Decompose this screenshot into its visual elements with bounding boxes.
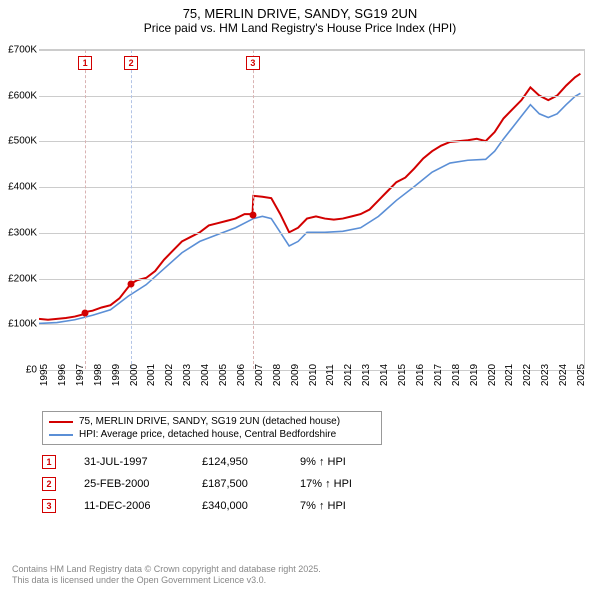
x-axis-label: 2013 — [361, 364, 372, 386]
x-axis-label: 2015 — [397, 364, 408, 386]
sale-price: £124,950 — [202, 456, 272, 468]
y-axis-label: £400K — [1, 182, 37, 193]
y-axis-label: £500K — [1, 136, 37, 147]
legend-swatch — [49, 421, 73, 423]
x-axis-label: 2023 — [540, 364, 551, 386]
lines-svg — [39, 50, 584, 369]
chart-marker-dot — [82, 309, 89, 316]
x-axis-label: 2007 — [254, 364, 265, 386]
sale-date: 25-FEB-2000 — [84, 478, 174, 490]
x-axis-label: 2025 — [576, 364, 587, 386]
sale-price: £187,500 — [202, 478, 272, 490]
x-axis-label: 2016 — [415, 364, 426, 386]
series-line-price_paid — [39, 74, 580, 320]
footer-line: Contains HM Land Registry data © Crown c… — [12, 564, 321, 575]
legend-row: HPI: Average price, detached house, Cent… — [49, 428, 375, 441]
x-axis-label: 2021 — [504, 364, 515, 386]
chart-marker-icon: 2 — [124, 56, 138, 70]
title-main: 75, MERLIN DRIVE, SANDY, SG19 2UN — [10, 6, 590, 21]
sale-marker-icon: 1 — [42, 455, 56, 469]
x-axis-label: 2010 — [308, 364, 319, 386]
x-axis-label: 2020 — [487, 364, 498, 386]
plot-area: £0£100K£200K£300K£400K£500K£600K£700K123 — [39, 49, 585, 369]
legend: 75, MERLIN DRIVE, SANDY, SG19 2UN (detac… — [42, 411, 382, 445]
sale-delta: 9% ↑ HPI — [300, 456, 380, 468]
x-axis-label: 2012 — [343, 364, 354, 386]
x-axis-label: 2009 — [290, 364, 301, 386]
chart-marker-icon: 1 — [78, 56, 92, 70]
x-axis-label: 1995 — [39, 364, 50, 386]
legend-label: 75, MERLIN DRIVE, SANDY, SG19 2UN (detac… — [79, 416, 340, 427]
x-axis-label: 2011 — [325, 364, 336, 386]
x-axis-label: 2000 — [129, 364, 140, 386]
sales-table: 1 31-JUL-1997 £124,950 9% ↑ HPI 2 25-FEB… — [42, 451, 588, 517]
x-axis-label: 1999 — [111, 364, 122, 386]
legend-label: HPI: Average price, detached house, Cent… — [79, 429, 336, 440]
x-axis-label: 2019 — [469, 364, 480, 386]
chart-marker-icon: 3 — [246, 56, 260, 70]
y-axis-label: £100K — [1, 319, 37, 330]
legend-row: 75, MERLIN DRIVE, SANDY, SG19 2UN (detac… — [49, 415, 375, 428]
sale-price: £340,000 — [202, 500, 272, 512]
x-axis-label: 1998 — [93, 364, 104, 386]
y-axis-label: £200K — [1, 273, 37, 284]
chart-marker-dot — [128, 281, 135, 288]
sale-row: 2 25-FEB-2000 £187,500 17% ↑ HPI — [42, 473, 588, 495]
footer: Contains HM Land Registry data © Crown c… — [12, 564, 321, 587]
sale-delta: 17% ↑ HPI — [300, 478, 380, 490]
x-axis-label: 2018 — [451, 364, 462, 386]
footer-line: This data is licensed under the Open Gov… — [12, 575, 321, 586]
x-axis-label: 1996 — [57, 364, 68, 386]
sale-marker-icon: 2 — [42, 477, 56, 491]
x-axis-label: 2001 — [146, 364, 157, 386]
chart-area: £0£100K£200K£300K£400K£500K£600K£700K123… — [5, 39, 595, 409]
sale-row: 3 11-DEC-2006 £340,000 7% ↑ HPI — [42, 495, 588, 517]
sale-row: 1 31-JUL-1997 £124,950 9% ↑ HPI — [42, 451, 588, 473]
sale-date: 31-JUL-1997 — [84, 456, 174, 468]
y-axis-label: £300K — [1, 227, 37, 238]
x-axis-label: 2002 — [164, 364, 175, 386]
x-axis-label: 2008 — [272, 364, 283, 386]
sale-delta: 7% ↑ HPI — [300, 500, 380, 512]
x-axis-label: 2004 — [200, 364, 211, 386]
chart-container: 75, MERLIN DRIVE, SANDY, SG19 2UN Price … — [0, 0, 600, 590]
sale-date: 11-DEC-2006 — [84, 500, 174, 512]
x-axis-label: 1997 — [75, 364, 86, 386]
x-axis-labels: 1995199619971998199920002001200220032004… — [39, 375, 585, 409]
x-axis-label: 2003 — [182, 364, 193, 386]
x-axis-label: 2024 — [558, 364, 569, 386]
legend-swatch — [49, 434, 73, 436]
y-axis-label: £0 — [1, 365, 37, 376]
x-axis-label: 2005 — [218, 364, 229, 386]
y-axis-label: £700K — [1, 45, 37, 56]
sale-marker-icon: 3 — [42, 499, 56, 513]
x-axis-label: 2014 — [379, 364, 390, 386]
title-sub: Price paid vs. HM Land Registry's House … — [10, 21, 590, 35]
x-axis-label: 2006 — [236, 364, 247, 386]
y-axis-label: £600K — [1, 90, 37, 101]
x-axis-label: 2017 — [433, 364, 444, 386]
chart-marker-dot — [249, 211, 256, 218]
x-axis-label: 2022 — [522, 364, 533, 386]
title-block: 75, MERLIN DRIVE, SANDY, SG19 2UN Price … — [0, 0, 600, 39]
series-line-hpi — [39, 93, 580, 323]
